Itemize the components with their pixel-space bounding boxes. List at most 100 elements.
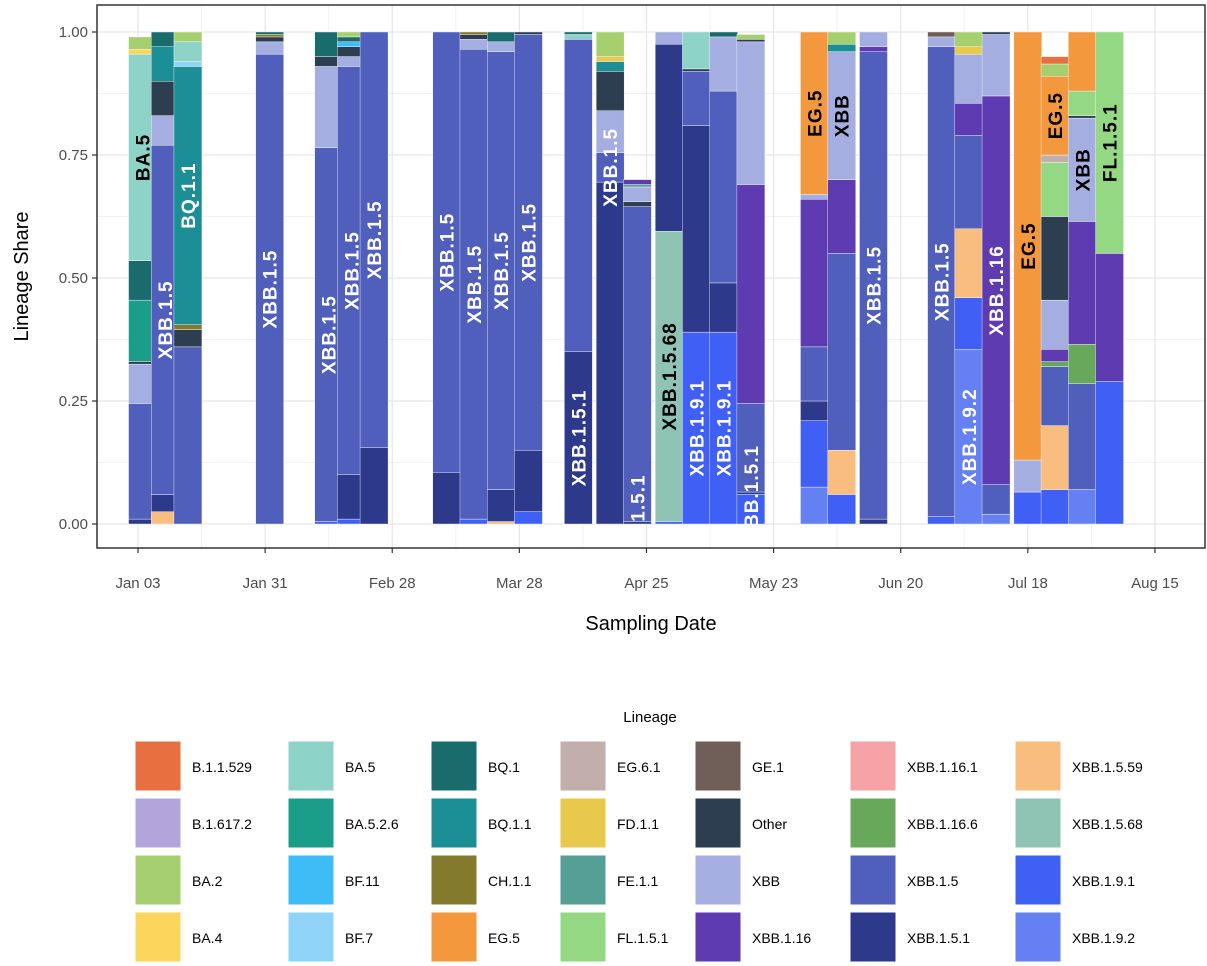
legend-swatch bbox=[559, 740, 607, 792]
bar-label: XBB.1.5 bbox=[601, 128, 622, 207]
segment-BA.5 bbox=[564, 34, 593, 40]
segment-XBB.1.5.68 bbox=[654, 231, 684, 522]
segment-XBB bbox=[736, 41, 766, 185]
segment-XBB bbox=[927, 36, 956, 47]
legend-swatch bbox=[134, 854, 182, 906]
segment-XBB.1.5.1 bbox=[654, 44, 684, 232]
legend-item-BQ.1: BQ.1 bbox=[430, 740, 520, 792]
bar-label: EG.5 bbox=[1019, 222, 1040, 269]
y-tick-label: 1.00 bbox=[59, 24, 88, 41]
legend-item-CH.1.1: CH.1.1 bbox=[430, 854, 532, 906]
segment-EG.6.1 bbox=[1040, 154, 1070, 163]
segment-XBB.1.5.1 bbox=[432, 472, 461, 525]
legend-label: FL.1.5.1 bbox=[617, 930, 669, 946]
segment-B.1.1.529 bbox=[1040, 56, 1070, 65]
segment-XBB.1.5 bbox=[859, 51, 888, 520]
legend-swatch bbox=[430, 797, 478, 849]
legend-item-BA.2: BA.2 bbox=[134, 854, 223, 906]
segment-XBB.1.16 bbox=[1040, 349, 1070, 362]
bar-label: XBB.1.5.1 bbox=[628, 474, 649, 571]
segment-BF.7 bbox=[173, 61, 203, 67]
segment-XBB.1.5 bbox=[595, 152, 625, 183]
segment-XBB.1.5 bbox=[736, 403, 766, 493]
segment-XBB.1.9.1 bbox=[800, 420, 829, 488]
legend-swatch bbox=[430, 740, 478, 792]
bar-label: XBB.1.16 bbox=[987, 245, 1008, 335]
x-tick-label: Jan 31 bbox=[243, 575, 288, 592]
y-axis-title: Lineage Share bbox=[11, 211, 33, 341]
segment-XBB bbox=[1068, 117, 1097, 222]
legend-swatch bbox=[559, 911, 607, 963]
legend-label: BQ.1 bbox=[488, 759, 520, 775]
legend-label: XBB.1.5.59 bbox=[1072, 759, 1143, 775]
segment-XBB.1.9.1 bbox=[459, 518, 489, 525]
legend-label: EG.6.1 bbox=[617, 759, 661, 775]
segment-XBB.1.5.1 bbox=[595, 181, 625, 525]
segment-FD.1.1 bbox=[954, 46, 984, 55]
segment-CH.1.1 bbox=[255, 34, 284, 38]
segment-EG.5 bbox=[1040, 76, 1070, 156]
segment-BQ.1.1 bbox=[595, 61, 625, 72]
bar-label: XBB.1.5 bbox=[492, 231, 513, 310]
segment-XBB.1.9.1 bbox=[654, 521, 684, 525]
segment-XBB.1.5.1 bbox=[709, 282, 738, 333]
axes: 0.00 0.25 0.50 0.75 1.00 Jan 03 Jan 31 Feb 28 Ma… bbox=[59, 4, 1206, 592]
legend-label: BQ.1.1 bbox=[488, 816, 532, 832]
bar-label: EG.5 bbox=[1046, 92, 1067, 139]
legend-label: XBB.1.5 bbox=[907, 873, 959, 889]
segment-XBB.1.5 bbox=[709, 90, 738, 284]
segment-XBB.1.16 bbox=[954, 103, 984, 136]
segment-BA.5 bbox=[682, 31, 711, 70]
segment-XBB.1.9.1 bbox=[954, 297, 984, 350]
legend-label: Other bbox=[752, 816, 787, 832]
legend-label: FD.1.1 bbox=[617, 816, 659, 832]
legend-label: B.1.617.2 bbox=[192, 816, 252, 832]
segment-XBB bbox=[859, 31, 888, 47]
legend-item-FL.1.5.1: FL.1.5.1 bbox=[559, 911, 669, 963]
segment-XBB bbox=[800, 194, 829, 200]
segment-BA.2 bbox=[827, 31, 856, 45]
legend: Lineage B.1.1.529 B.1.617.2 BA.2 BA.4 BA.5 BA… bbox=[134, 709, 1143, 963]
legend-item-Other: Other bbox=[694, 797, 787, 849]
segment-Other bbox=[623, 201, 652, 207]
legend-item-BQ.1.1: BQ.1.1 bbox=[430, 797, 532, 849]
legend-item-B.1.617.2: B.1.617.2 bbox=[134, 797, 252, 849]
segment-XBB.1.5 bbox=[514, 34, 543, 451]
bar-label: XBB bbox=[833, 94, 854, 137]
legend-swatch bbox=[694, 854, 742, 906]
legend-item-BA.5: BA.5 bbox=[287, 740, 376, 792]
x-tick-label: Jul 18 bbox=[1008, 575, 1048, 592]
legend-swatch bbox=[694, 911, 742, 963]
segment-XBB.1.9.1 bbox=[927, 516, 956, 525]
segment-BA.2 bbox=[595, 31, 625, 57]
legend-item-B.1.1.529: B.1.1.529 bbox=[134, 740, 252, 792]
segment-FD.1.1 bbox=[595, 56, 625, 62]
segment-XBB bbox=[954, 53, 984, 104]
segment-XBB.1.9.1 bbox=[682, 331, 711, 525]
segment-XBB.1.5.1 bbox=[564, 351, 593, 525]
x-tick-label: Jan 03 bbox=[115, 575, 160, 592]
segment-XBB.1.5.59 bbox=[1040, 425, 1070, 490]
x-tick-label: Apr 25 bbox=[624, 575, 668, 592]
legend-label: XBB.1.9.1 bbox=[1072, 873, 1135, 889]
legend-label: XBB.1.5.68 bbox=[1072, 816, 1143, 832]
bar-2023-06-14 bbox=[859, 31, 888, 525]
segment-EG.5 bbox=[1013, 31, 1043, 461]
legend-item-BF.11: BF.11 bbox=[287, 854, 380, 906]
bar-label: XBB.1.9.1 bbox=[715, 380, 736, 477]
bar-label: XBB bbox=[1073, 148, 1094, 191]
legend-label: BA.4 bbox=[192, 930, 223, 946]
bar-label: EG.5 bbox=[805, 90, 826, 137]
legend-item-XBB.1.5: XBB.1.5 bbox=[849, 854, 959, 906]
legend-label: BA.5.2.6 bbox=[345, 816, 399, 832]
bar-2023-03-12 bbox=[432, 31, 461, 525]
segment-XBB.1.5.59 bbox=[954, 228, 984, 298]
segment-XBB.1.5.59 bbox=[487, 521, 516, 525]
segment-XBB.1.5 bbox=[682, 71, 711, 126]
segment-XBB.1.9.1 bbox=[1013, 491, 1043, 525]
legend-label: XBB bbox=[752, 873, 780, 889]
legend-swatch bbox=[1014, 911, 1062, 963]
legend-swatch bbox=[287, 854, 335, 906]
bar-2023-06-07 bbox=[827, 31, 856, 525]
